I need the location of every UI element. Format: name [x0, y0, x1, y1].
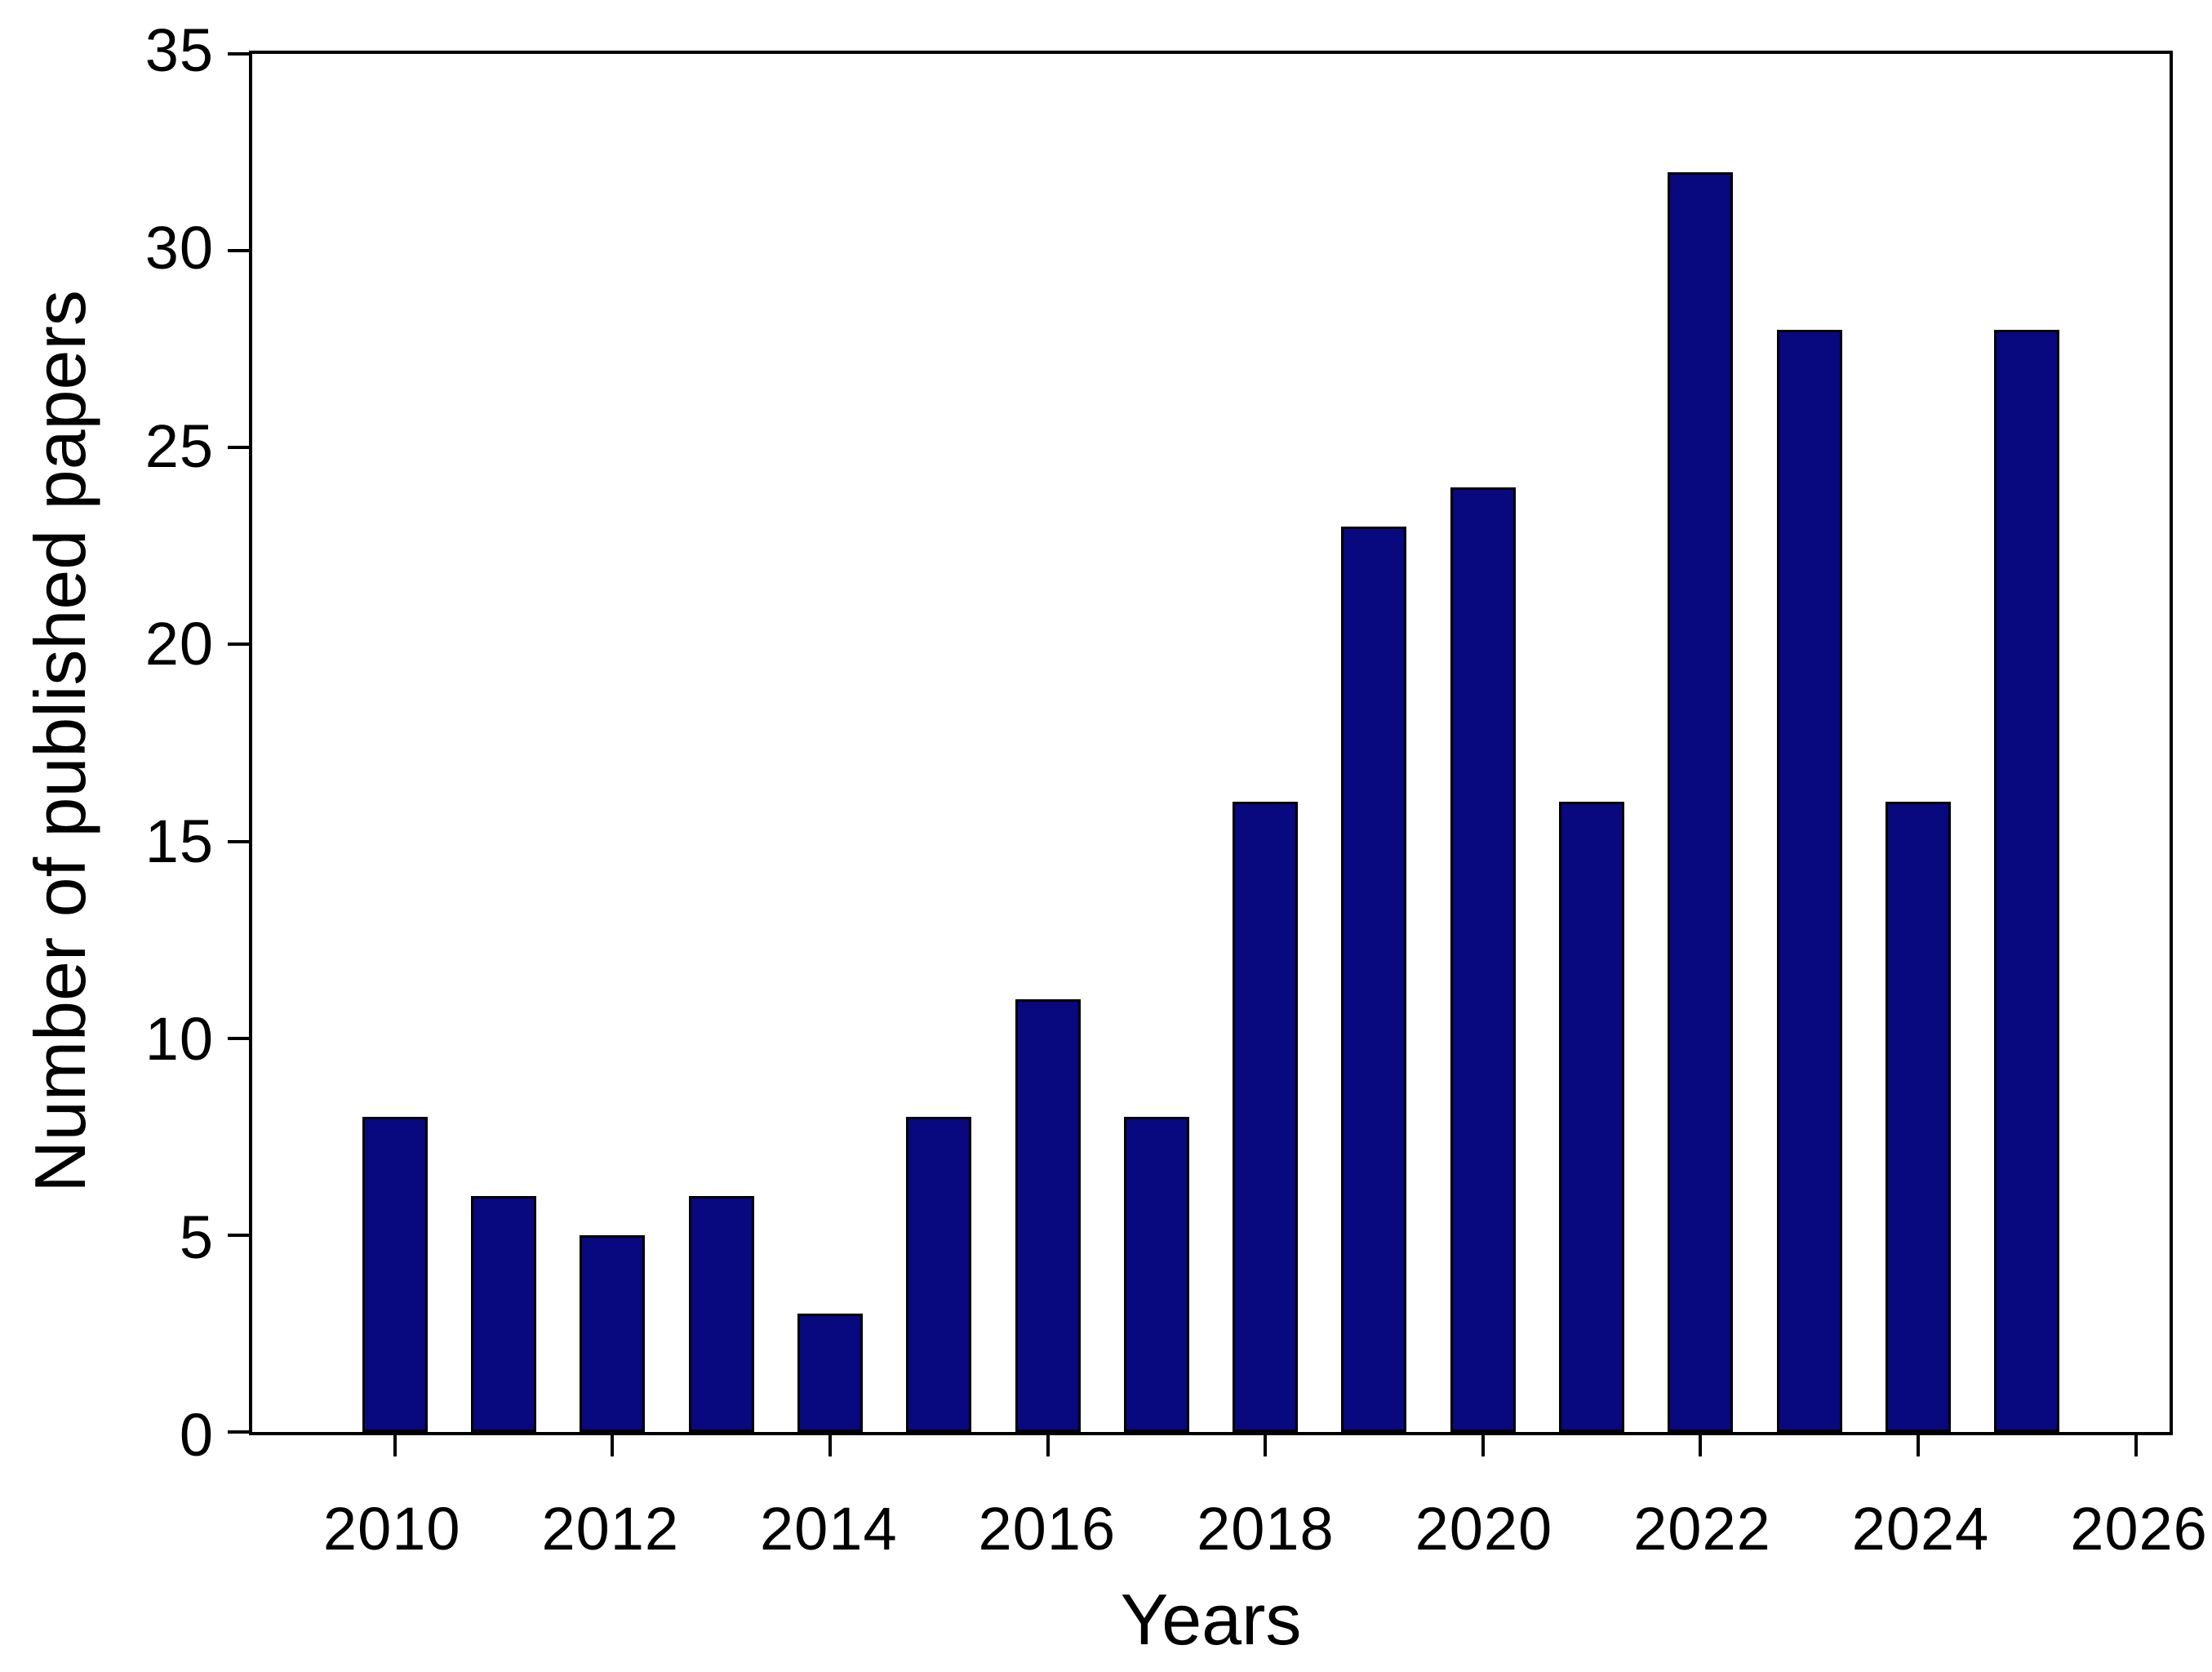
x-axis-tick-labels: 2010 2012 2014 2016 2018 2020 2022 2024 2026: [249, 1495, 2207, 1564]
y-tick-15: [228, 839, 250, 843]
bar-2017: [1123, 1117, 1189, 1432]
y-axis-tick-labels: 0 5 10 15 20 25 30 35: [0, 20, 214, 1465]
bar-2018: [1233, 802, 1299, 1432]
x-tick-2018: [1264, 1435, 1268, 1456]
bar-2013: [688, 1195, 754, 1432]
bar-2015: [906, 1117, 972, 1432]
y-tick-35: [228, 52, 250, 56]
bar-2023: [1776, 329, 1842, 1432]
bar-2010: [362, 1117, 428, 1432]
bar-2016: [1015, 998, 1081, 1432]
bar-2020: [1450, 487, 1516, 1432]
x-tick-label-2014: 2014: [759, 1495, 898, 1563]
x-tick-label-2010: 2010: [322, 1495, 461, 1563]
x-tick-label-2024: 2024: [1851, 1495, 1990, 1563]
plot-area: [228, 51, 2173, 1456]
x-tick-label-2022: 2022: [1633, 1495, 1771, 1563]
y-tick-0: [228, 1430, 250, 1434]
y-tick-20: [228, 643, 250, 647]
x-tick-2026: [2134, 1435, 2138, 1456]
y-tick-label-0: 0: [179, 1401, 214, 1469]
x-tick-2016: [1046, 1435, 1050, 1456]
y-tick-5: [228, 1233, 250, 1237]
y-tick-25: [228, 446, 250, 450]
bar-2021: [1559, 802, 1625, 1432]
y-tick-label-35: 35: [144, 16, 214, 84]
y-tick-label-5: 5: [179, 1203, 214, 1271]
bar-2024: [1886, 802, 1952, 1432]
bar-2019: [1341, 526, 1407, 1432]
x-tick-2022: [1699, 1435, 1703, 1456]
x-tick-label-2016: 2016: [978, 1495, 1117, 1563]
bar-2022: [1668, 171, 1734, 1432]
bar-2012: [580, 1234, 646, 1432]
y-tick-label-10: 10: [144, 1005, 214, 1074]
x-tick-label-2020: 2020: [1415, 1495, 1553, 1563]
x-tick-2010: [393, 1435, 397, 1456]
y-tick-label-30: 30: [144, 214, 214, 282]
x-tick-label-2026: 2026: [2070, 1495, 2208, 1563]
x-tick-label-2018: 2018: [1197, 1495, 1335, 1563]
y-tick-label-20: 20: [144, 609, 214, 678]
x-tick-label-2012: 2012: [541, 1495, 680, 1563]
y-tick-label-15: 15: [144, 807, 214, 876]
bar-2025: [1994, 329, 2060, 1432]
x-axis-title: Years: [1120, 1579, 1302, 1660]
x-tick-2020: [1481, 1435, 1485, 1456]
y-tick-30: [228, 249, 250, 253]
x-tick-2012: [611, 1435, 615, 1456]
bar-2011: [470, 1195, 536, 1432]
x-tick-2014: [828, 1435, 832, 1456]
y-tick-label-25: 25: [144, 411, 214, 480]
x-tick-2024: [1917, 1435, 1921, 1456]
y-tick-10: [228, 1036, 250, 1040]
bar-2014: [797, 1314, 863, 1432]
